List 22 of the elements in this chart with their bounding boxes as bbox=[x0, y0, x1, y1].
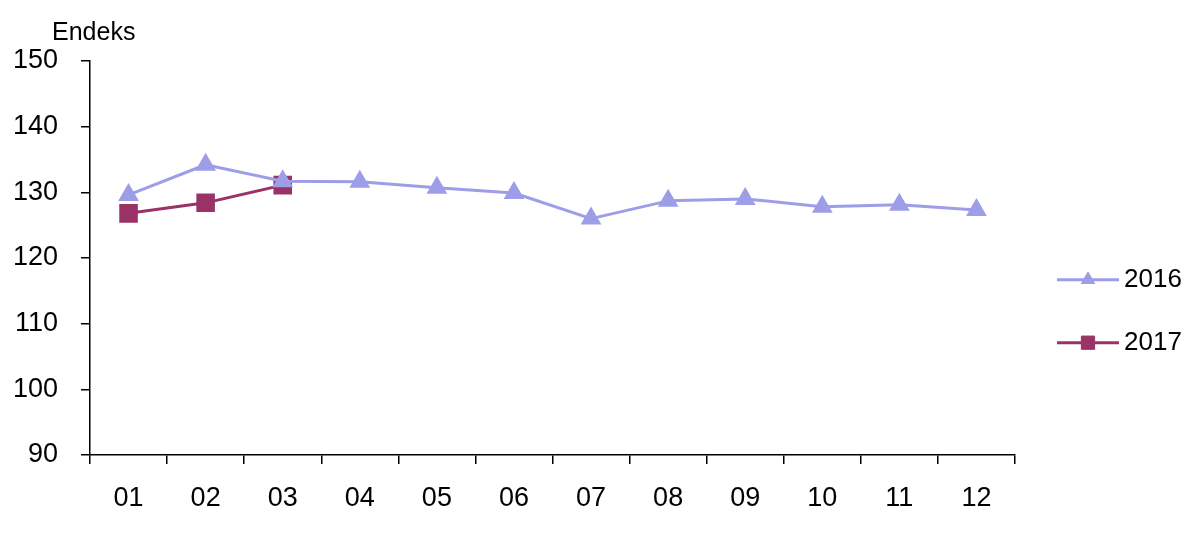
legend-label: 2017 bbox=[1124, 325, 1182, 356]
y-tick-label: 90 bbox=[27, 438, 58, 469]
x-tick-label: 12 bbox=[961, 481, 992, 512]
x-tick-label: 11 bbox=[885, 481, 914, 512]
y-tick-label: 150 bbox=[12, 44, 58, 75]
y-tick-label: 110 bbox=[14, 307, 58, 338]
x-tick-label: 10 bbox=[807, 481, 838, 512]
y-tick-label: 130 bbox=[12, 175, 58, 206]
x-tick-label: 06 bbox=[498, 481, 529, 512]
x-tick-label: 09 bbox=[730, 481, 761, 512]
x-tick-label: 03 bbox=[267, 481, 298, 512]
legend-label: 2016 bbox=[1124, 262, 1182, 293]
x-tick-label: 05 bbox=[421, 481, 452, 512]
x-tick-label: 04 bbox=[344, 481, 375, 512]
y-axis-title: Endeks bbox=[52, 17, 136, 45]
y-tick-label: 120 bbox=[12, 241, 58, 272]
y-tick-label: 140 bbox=[12, 110, 58, 141]
x-tick-label: 01 bbox=[113, 481, 144, 512]
x-tick-label: 08 bbox=[653, 481, 684, 512]
y-tick-label: 100 bbox=[12, 372, 58, 403]
x-tick-label: 07 bbox=[576, 481, 607, 512]
x-tick-label: 02 bbox=[190, 481, 221, 512]
